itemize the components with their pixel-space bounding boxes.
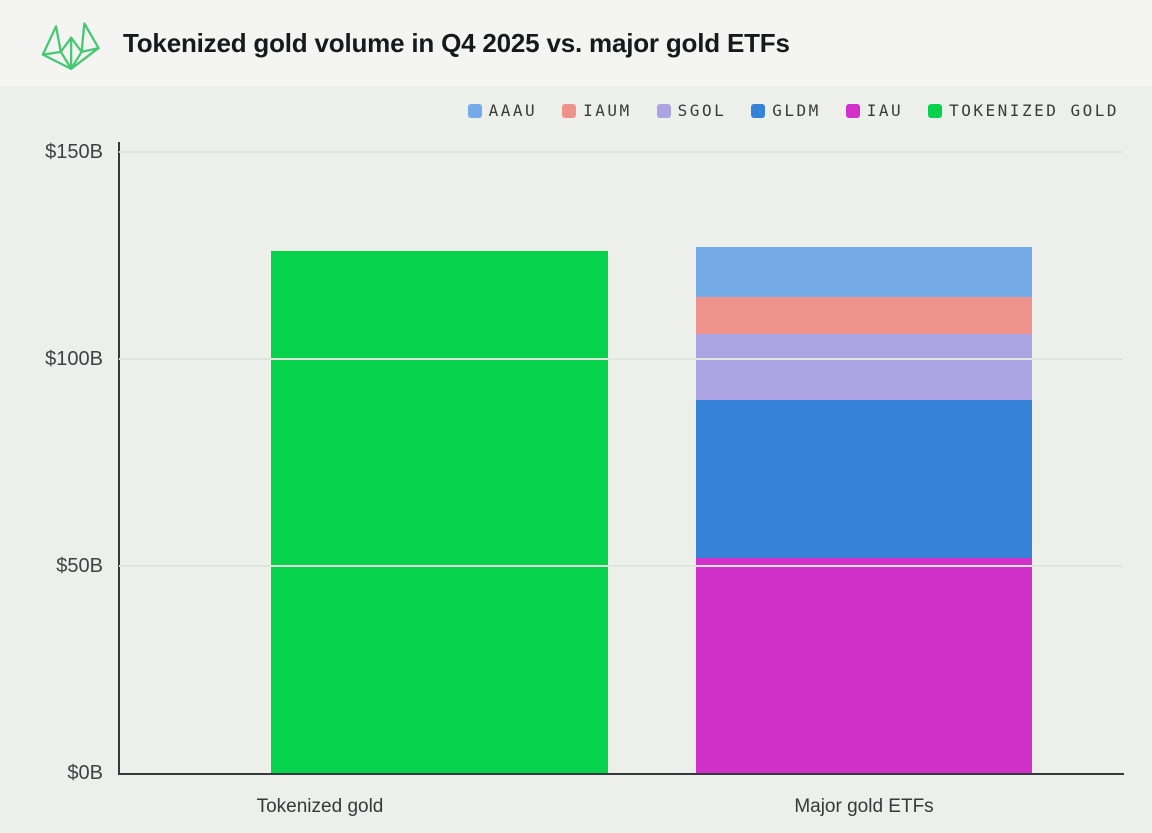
legend-item-iau: IAU [845, 101, 904, 120]
x-axis-line [118, 773, 1124, 775]
legend-label: GLDM [772, 101, 821, 120]
y-axis-line [118, 142, 120, 775]
bar-segment-sgol [696, 334, 1032, 401]
legend-label: IAUM [583, 101, 632, 120]
y-tick-label-100: $100B [45, 348, 103, 370]
bar-segment-aaau [696, 247, 1032, 297]
legend-label: IAU [866, 101, 904, 120]
legend-label: SGOL [677, 101, 727, 120]
bar-segment-iau [696, 557, 1032, 773]
chart-legend: AAAU IAUM SGOL GLDM IAU TOKENIZED GOLD [467, 101, 1119, 120]
gridline-100 [119, 358, 1123, 360]
x-axis-label-tokenized-gold: Tokenized gold [256, 796, 384, 817]
legend-item-aaau: AAAU [467, 101, 538, 120]
header-band: Tokenized gold volume in Q4 2025 vs. maj… [0, 0, 1152, 86]
bar-segment-tokenized-gold [271, 251, 608, 773]
legend-label: AAAU [488, 101, 538, 120]
chart-title: Tokenized gold volume in Q4 2025 vs. maj… [123, 27, 790, 58]
legend-label: TOKENIZED GOLD [949, 101, 1119, 120]
y-tick-label-50: $50B [56, 555, 103, 577]
legend-swatch-icon [656, 103, 671, 118]
wireframe-fox-logo-icon [41, 22, 100, 70]
gridline-150 [119, 151, 1123, 153]
bar-major-gold-etfs [696, 247, 1032, 773]
bar-segment-gldm [696, 400, 1032, 558]
legend-item-tokenized-gold: TOKENIZED GOLD [928, 101, 1119, 120]
legend-swatch-icon [562, 103, 577, 118]
legend-swatch-icon [751, 103, 766, 118]
bar-segment-iaum [696, 296, 1032, 335]
legend-item-gldm: GLDM [751, 101, 821, 120]
legend-swatch-icon [928, 103, 943, 118]
gridline-50 [119, 565, 1123, 567]
legend-item-iaum: IAUM [562, 101, 632, 120]
plot-area [119, 151, 1123, 773]
legend-item-sgol: SGOL [656, 101, 727, 120]
y-tick-label-0: $0B [67, 762, 103, 784]
legend-swatch-icon [467, 103, 482, 118]
bar-tokenized-gold [271, 251, 608, 773]
legend-swatch-icon [845, 103, 860, 118]
x-axis-label-major-gold-etfs: Major gold ETFs [794, 796, 934, 817]
y-tick-label-150: $150B [45, 141, 103, 163]
